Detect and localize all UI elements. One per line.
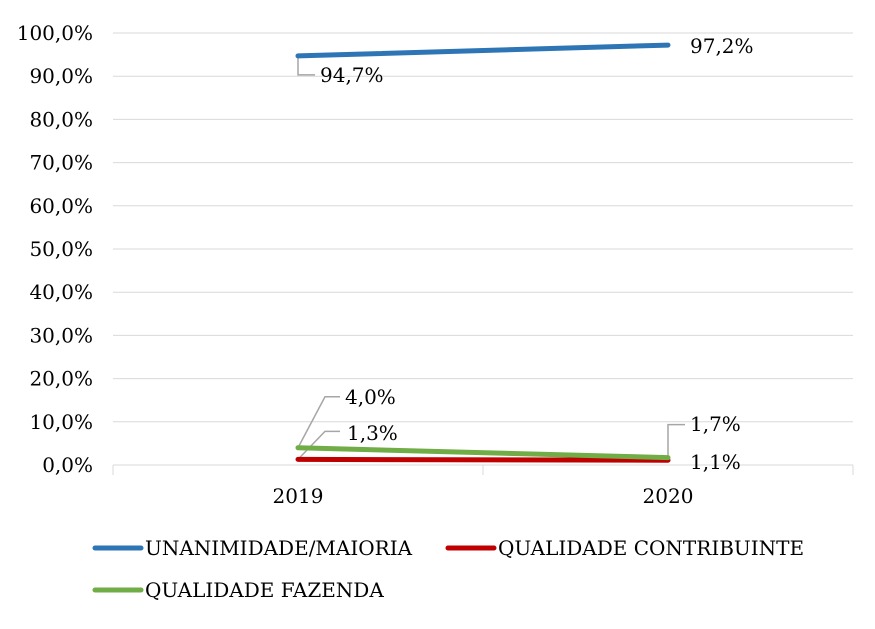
series-line-0 [295,42,671,59]
x-tick-label: 2020 [643,484,694,508]
y-tick-label: 30,0% [29,323,93,347]
y-tick-label: 90,0% [29,64,93,88]
data-label: 97,2% [690,34,754,58]
legend-label-0: UNANIMIDADE/MAIORIA [145,536,413,560]
data-label: 94,7% [320,63,384,87]
series-line-1 [295,456,671,463]
series-line-2 [295,445,671,461]
y-tick-label: 50,0% [29,237,93,261]
data-label-leader [297,55,315,76]
y-tick-label: 70,0% [29,151,93,175]
y-tick-label: 60,0% [29,194,93,218]
y-tick-label: 40,0% [29,280,93,304]
data-label: 4,0% [345,385,396,409]
y-tick-label: 0,0% [42,453,93,477]
data-label: 1,3% [347,421,398,445]
data-label: 1,1% [690,450,741,474]
data-label: 1,7% [690,412,741,436]
legend-label-1: QUALIDADE CONTRIBUINTE [498,536,804,560]
y-tick-label: 80,0% [29,107,93,131]
data-label-leader [667,423,685,458]
legend-label-2: QUALIDADE FAZENDA [145,578,384,602]
y-tick-label: 20,0% [29,367,93,391]
data-label-leader [297,395,340,449]
y-tick-label: 100,0% [17,21,93,45]
x-tick-label: 2019 [273,484,324,508]
y-tick-label: 10,0% [29,410,93,434]
